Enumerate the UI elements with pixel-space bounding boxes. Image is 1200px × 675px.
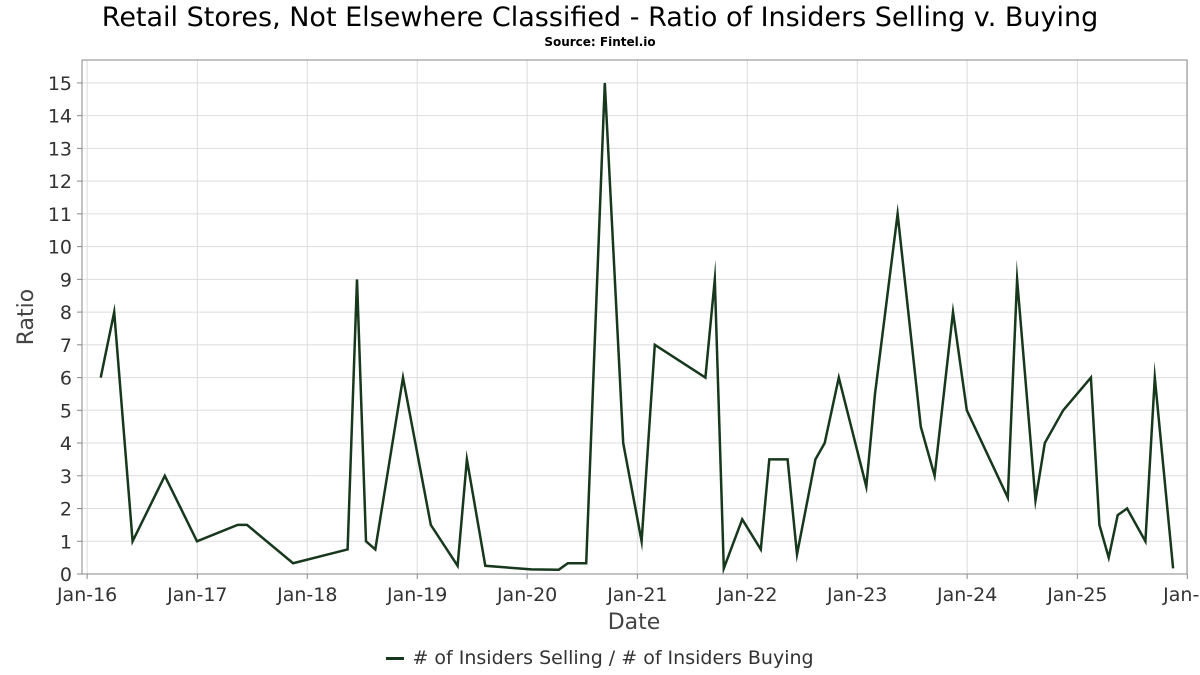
y-tick-label: 0 — [60, 564, 72, 586]
y-tick-label: 12 — [48, 171, 72, 193]
y-tick-label: 15 — [48, 73, 72, 95]
y-tick-label: 8 — [60, 302, 72, 324]
y-tick-label: 5 — [60, 400, 72, 422]
chart-title: Retail Stores, Not Elsewhere Classified … — [101, 2, 1099, 33]
legend-swatch — [386, 657, 405, 660]
series-line — [99, 82, 1175, 575]
chart-legend: # of Insiders Selling / # of Insiders Bu… — [0, 647, 1200, 669]
x-tick-label: Jan-21 — [606, 584, 667, 606]
y-tick-label: 2 — [60, 499, 72, 521]
x-tick-label: Jan-22 — [716, 584, 777, 606]
y-tick-label: 6 — [60, 368, 72, 390]
y-tick-label: 10 — [48, 237, 72, 259]
plot-area — [81, 59, 1188, 575]
x-tick-label: Jan-20 — [496, 584, 557, 606]
legend-label: # of Insiders Selling / # of Insiders Bu… — [412, 647, 814, 669]
y-tick-label: 13 — [48, 138, 72, 160]
x-axis-label: Date — [608, 610, 661, 635]
x-tick-label: Jan-19 — [386, 584, 447, 606]
x-tick-label: Jan-18 — [276, 584, 337, 606]
grid-lines — [82, 60, 1188, 575]
x-tick-label: Jan-17 — [166, 584, 227, 606]
x-tick-label: Jan-2 — [1162, 584, 1200, 606]
y-tick-label: 4 — [60, 433, 72, 455]
x-tick-label: Jan-25 — [1046, 584, 1107, 606]
y-tick-label: 9 — [60, 269, 72, 291]
x-tick-label: Jan-23 — [826, 584, 887, 606]
x-tick-label: Jan-16 — [56, 584, 117, 606]
y-tick-label: 14 — [48, 106, 72, 128]
y-tick-label: 11 — [48, 204, 72, 226]
chart-subtitle: Source: Fintel.io — [544, 35, 656, 49]
series-layer — [99, 82, 1175, 575]
y-axis-label: Ratio — [14, 289, 39, 345]
y-tick-label: 1 — [60, 531, 72, 553]
y-tick-label: 7 — [60, 335, 72, 357]
y-tick-label: 3 — [60, 466, 72, 488]
x-axis-ticks: Jan-16 Jan-17 Jan-18 Jan-19 Jan-20 Jan-21 Jan-… — [56, 574, 1200, 606]
x-tick-label: Jan-24 — [936, 584, 997, 606]
